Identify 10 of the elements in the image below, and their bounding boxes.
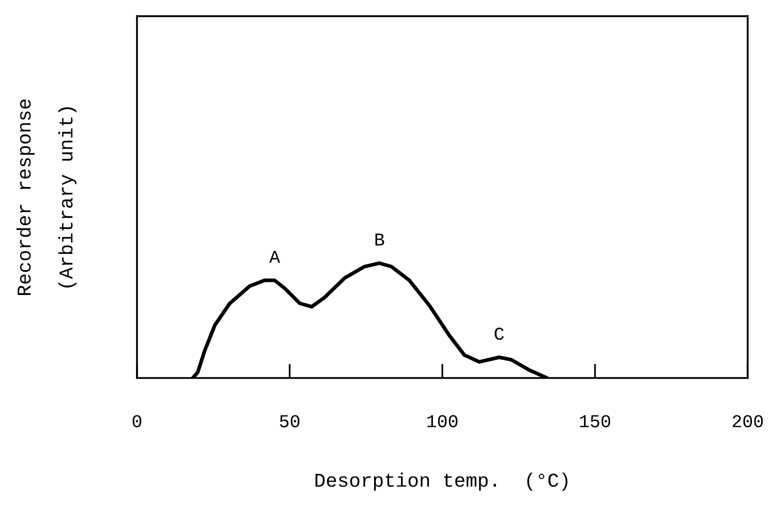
annotation: A <box>269 250 280 263</box>
annotation: B <box>375 234 384 246</box>
x-tick-label: 200 <box>732 415 763 428</box>
x-tick-label: 150 <box>580 415 610 428</box>
text: Recorder response (Arbitrary unit) <box>16 99 76 295</box>
x-axis-title: Desorption temp. (°C) <box>316 472 568 491</box>
x-tick-label: 0 <box>132 415 142 428</box>
x-tick-label: 100 <box>427 415 458 428</box>
x-tick-label: 50 <box>280 415 300 428</box>
annotation: C <box>494 328 504 340</box>
